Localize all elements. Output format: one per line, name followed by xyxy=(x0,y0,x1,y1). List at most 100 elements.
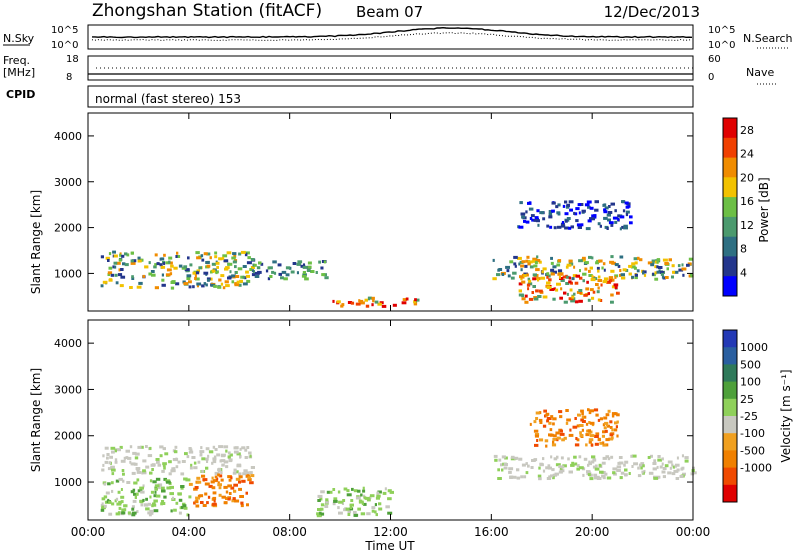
echo-cell xyxy=(238,480,241,484)
echo-cell xyxy=(374,300,379,304)
echo-cell xyxy=(170,264,174,268)
echo-cell xyxy=(546,417,552,420)
echo-cell xyxy=(591,455,596,459)
echo-cell xyxy=(508,467,514,471)
echo-cell xyxy=(103,495,108,499)
echo-cell xyxy=(578,466,584,470)
freq-label: Freq. xyxy=(3,54,30,67)
echo-cell xyxy=(111,468,116,472)
echo-cell xyxy=(576,223,582,227)
colorbar-tick-label: 100 xyxy=(740,376,761,389)
echo-cell xyxy=(222,286,226,290)
echo-cell xyxy=(593,408,599,412)
echo-cell xyxy=(200,254,204,258)
echo-cell xyxy=(172,467,176,471)
echo-cell xyxy=(205,466,209,470)
echo-cell xyxy=(532,273,537,277)
echo-cell xyxy=(633,462,638,466)
echo-cell xyxy=(574,300,579,304)
echo-cell xyxy=(178,264,183,268)
echo-cell xyxy=(557,269,563,273)
echo-cell xyxy=(585,287,590,291)
echo-cell xyxy=(127,456,132,460)
echo-cell xyxy=(509,260,514,264)
echo-cell xyxy=(675,463,680,467)
echo-cell xyxy=(280,276,284,280)
echo-cell xyxy=(210,480,215,484)
echo-cell xyxy=(586,470,591,474)
colorbar-swatch xyxy=(723,236,737,257)
echo-cell xyxy=(214,255,218,259)
echo-cell xyxy=(302,271,306,274)
echo-cell xyxy=(129,445,133,449)
echo-cell xyxy=(562,204,566,208)
echo-cell xyxy=(173,508,177,512)
echo-cell xyxy=(168,260,171,264)
y-tick-label: 4000 xyxy=(54,130,82,143)
echo-cell xyxy=(150,270,155,273)
colorbar-tick-label: 28 xyxy=(740,124,754,137)
echo-cell xyxy=(507,274,511,278)
echo-cell xyxy=(543,409,547,413)
x-tick-label: 16:00 xyxy=(474,525,509,539)
echo-cell xyxy=(162,462,167,466)
echo-cell xyxy=(240,504,244,508)
echo-cell xyxy=(575,219,579,223)
echo-cell xyxy=(616,291,620,295)
echo-cell xyxy=(518,225,524,229)
echo-cell xyxy=(641,464,645,468)
nsky-tick-top: 10^5 xyxy=(51,25,78,36)
echo-cell xyxy=(589,421,595,425)
echo-cell xyxy=(513,262,517,266)
echo-cell xyxy=(628,272,632,276)
echo-cell xyxy=(149,495,152,499)
echo-cell xyxy=(101,497,106,501)
echo-cell xyxy=(532,259,536,263)
echo-cell xyxy=(110,446,116,450)
echo-cell xyxy=(111,450,115,454)
echo-cell xyxy=(589,434,595,438)
echo-cell xyxy=(341,502,344,505)
echo-cell xyxy=(619,476,623,480)
echo-cell xyxy=(631,465,634,468)
echo-cell xyxy=(559,277,564,280)
echo-cell xyxy=(581,412,584,416)
echo-cell xyxy=(183,265,188,269)
echo-cell xyxy=(216,453,221,457)
echo-cell xyxy=(265,269,269,273)
echo-cell xyxy=(555,463,561,467)
echo-cell xyxy=(162,464,166,467)
echo-cell xyxy=(637,466,640,470)
echo-cell xyxy=(371,506,376,510)
echo-cell xyxy=(557,212,561,216)
echo-cell xyxy=(350,499,354,502)
echo-cell xyxy=(163,495,167,499)
echo-cell xyxy=(679,475,684,478)
echo-cell xyxy=(136,285,142,289)
echo-cell xyxy=(533,429,539,433)
echo-cell xyxy=(574,417,577,420)
echo-cell xyxy=(201,474,206,478)
echo-cell xyxy=(190,463,193,467)
echo-cell xyxy=(177,492,182,496)
echo-cell xyxy=(324,505,329,508)
power-echo-layer xyxy=(100,200,694,308)
echo-cell xyxy=(205,447,210,451)
echo-cell xyxy=(581,209,586,213)
velocity-echo-layer xyxy=(100,408,697,518)
echo-cell xyxy=(539,421,543,424)
echo-cell xyxy=(114,265,117,269)
echo-cell xyxy=(558,275,561,279)
echo-cell xyxy=(574,462,578,466)
echo-cell xyxy=(656,270,660,274)
colorbar-swatch xyxy=(723,467,737,486)
echo-cell xyxy=(188,280,192,284)
echo-cell xyxy=(402,298,407,302)
echo-cell xyxy=(249,268,253,271)
echo-cell xyxy=(107,482,111,486)
echo-cell xyxy=(225,465,229,469)
echo-cell xyxy=(612,471,616,475)
echo-cell xyxy=(346,489,350,493)
x-tick-label: 00:00 xyxy=(71,525,106,539)
echo-cell xyxy=(231,499,236,503)
